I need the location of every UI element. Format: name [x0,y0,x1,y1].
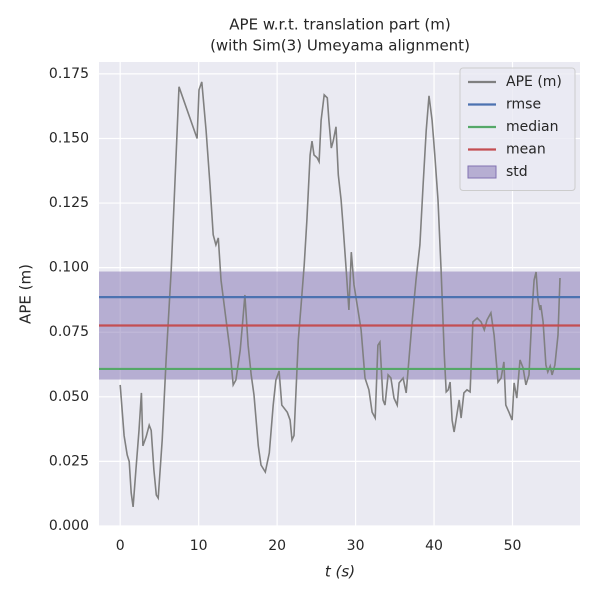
y-tick-label: 0.100 [49,260,89,276]
x-tick-label: 20 [268,538,286,554]
legend-label: APE (m) [506,74,562,90]
y-tick-label: 0.150 [49,130,89,146]
y-tick-label: 0.125 [49,195,89,211]
y-tick-label: 0.000 [49,518,89,534]
x-tick-label: 50 [504,538,522,554]
chart-title: APE w.r.t. translation part (m) [229,16,450,34]
y-tick-label: 0.175 [49,66,89,82]
y-tick-label: 0.025 [49,453,89,469]
legend-label: mean [506,142,546,158]
x-tick-label: 10 [190,538,208,554]
legend-box [459,67,576,191]
legend-label: rmse [506,97,541,113]
legend-label: median [506,119,558,135]
x-tick-label: 40 [425,538,443,554]
x-axis-label: t (s) [325,563,355,581]
y-tick-label: 0.075 [49,324,89,340]
x-tick-label: 0 [116,538,125,554]
x-tick-label: 30 [347,538,365,554]
y-tick-label: 0.050 [49,389,89,405]
legend-label: std [506,164,528,180]
chart-subtitle: (with Sim(3) Umeyama alignment) [210,37,470,55]
y-axis-label: APE (m) [17,264,35,324]
legend-swatch [467,165,497,179]
ape-line [119,81,561,508]
